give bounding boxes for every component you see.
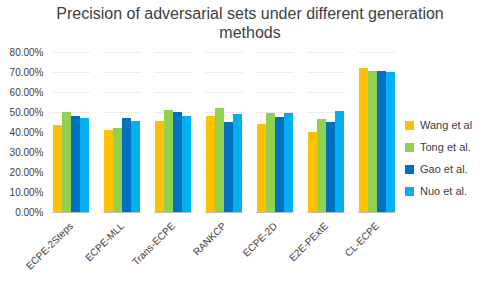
svg-text:CL-ECPE: CL-ECPE — [343, 220, 382, 259]
html-text:Precision of adversarial sets: Precision of adversarial sets under diff… — [56, 5, 444, 41]
svg-text:80.00%: 80.00% — [10, 47, 44, 58]
svg-text:ECPE-2Steps: ECPE-2Steps — [24, 220, 75, 271]
html-text:Wang et al: Wang et al — [420, 119, 473, 131]
svg-text:E2E-PExtE: E2E-PExtE — [287, 220, 330, 263]
svg-text:30.00%: 30.00% — [10, 147, 44, 158]
svg-text:50.00%: 50.00% — [10, 107, 44, 118]
svg-text:40.00%: 40.00% — [10, 127, 44, 138]
svg-text:20.00%: 20.00% — [10, 167, 44, 178]
html-text:Gao et al.: Gao et al. — [420, 163, 468, 175]
svg-text:Trans-ECPE: Trans-ECPE — [130, 220, 177, 267]
html-text:Tong et al.: Tong et al. — [420, 141, 471, 153]
svg-text:RANKCP: RANKCP — [191, 220, 228, 257]
svg-text:ECPE-MLL: ECPE-MLL — [83, 220, 126, 263]
html-text:Nuo et al.: Nuo et al. — [420, 185, 468, 197]
svg-text:ECPE-2D: ECPE-2D — [241, 220, 279, 258]
svg-text:70.00%: 70.00% — [10, 67, 44, 78]
svg-text:60.00%: 60.00% — [10, 87, 44, 98]
svg-text:0.00%: 0.00% — [15, 207, 43, 218]
svg-text:10.00%: 10.00% — [10, 187, 44, 198]
